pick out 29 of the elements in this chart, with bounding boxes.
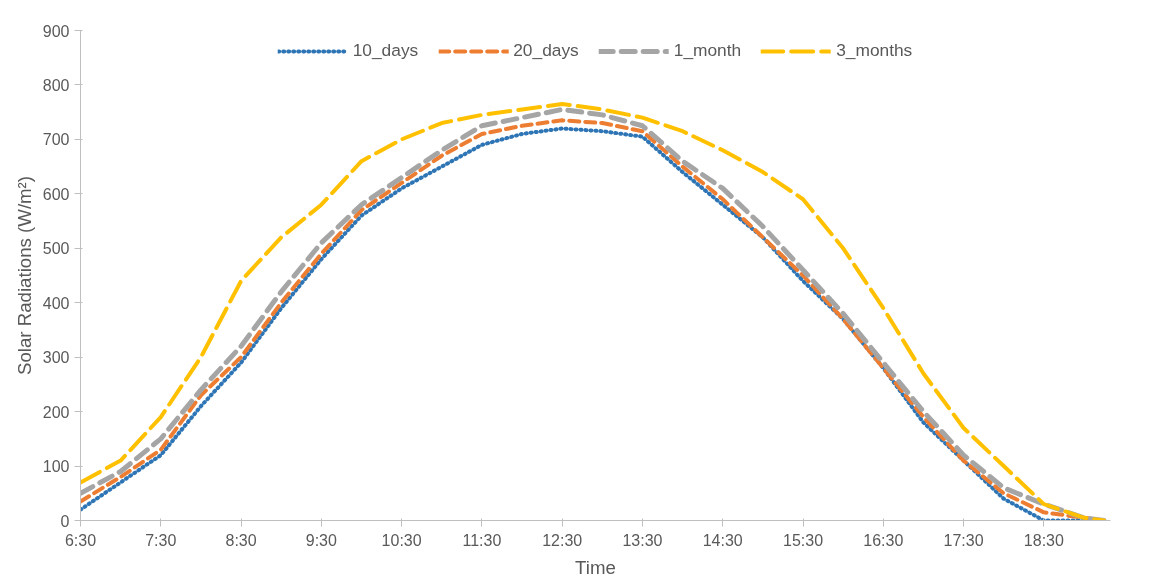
legend-label: 1_month <box>673 40 742 61</box>
y-tick-label: 600 <box>42 185 70 203</box>
x-tick-label: 16:30 <box>863 531 904 549</box>
y-tick-label: 500 <box>42 240 70 258</box>
x-tick-label: 7:30 <box>145 531 177 549</box>
x-tick-label: 9:30 <box>305 531 338 549</box>
y-axis-title: Solar Radiations (W/m²) <box>13 175 35 376</box>
x-tick-label: 10:30 <box>381 531 422 549</box>
x-tick-label: 11:30 <box>462 531 502 549</box>
y-tick-label: 300 <box>42 349 70 367</box>
y-tick-label: 900 <box>42 22 70 40</box>
y-tick-label: 0 <box>60 512 70 530</box>
y-tick-label: 400 <box>42 294 70 312</box>
x-tick-label: 12:30 <box>542 531 583 549</box>
x-tick-label: 6:30 <box>64 531 97 549</box>
y-tick-label: 700 <box>42 131 70 149</box>
x-tick-label: 13:30 <box>622 531 663 549</box>
legend-label: 20_days <box>513 40 579 61</box>
x-tick-label: 15:30 <box>783 531 824 549</box>
y-tick-label: 200 <box>42 403 70 421</box>
x-tick-label: 17:30 <box>943 531 984 549</box>
y-tick-label: 100 <box>42 458 70 476</box>
x-tick-label: 14:30 <box>702 531 743 549</box>
x-tick-label: 8:30 <box>225 531 257 549</box>
y-tick-label: 800 <box>42 76 70 94</box>
x-tick-label: 18:30 <box>1023 531 1064 549</box>
legend-label: 10_days <box>352 40 419 61</box>
legend-label: 3_months <box>836 40 913 61</box>
x-axis-title: Time <box>575 556 616 578</box>
